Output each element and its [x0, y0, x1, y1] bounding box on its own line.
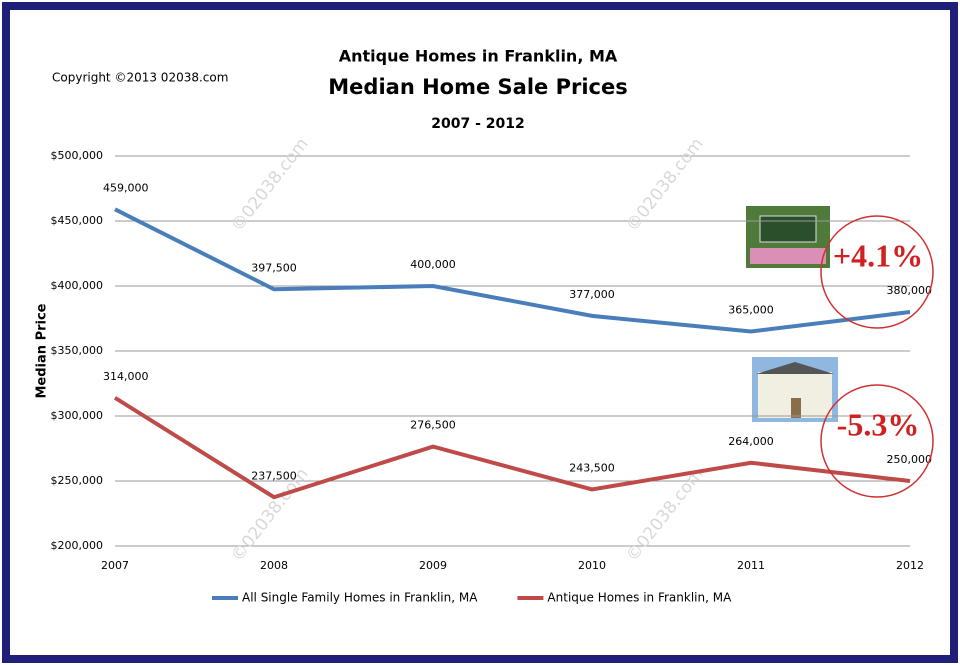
- x-tick-label: 2010: [578, 559, 606, 572]
- data-label: 459,000: [103, 181, 149, 194]
- y-tick-label: $400,000: [51, 279, 104, 292]
- copyright: Copyright ©2013 02038.com: [52, 71, 228, 85]
- y-tick-label: $250,000: [51, 474, 104, 487]
- change-circle: [820, 384, 934, 498]
- chart-period: 2007 - 2012: [431, 116, 525, 132]
- change-label: +4.1%: [833, 237, 923, 273]
- house-photo: [752, 357, 838, 422]
- y-tick-label: $500,000: [51, 149, 104, 162]
- y-tick-label: $200,000: [51, 539, 104, 552]
- change-circle: [820, 215, 934, 329]
- y-tick-label: $300,000: [51, 409, 104, 422]
- y-tick-label: $350,000: [51, 344, 104, 357]
- y-axis-label: Median Price: [35, 303, 50, 398]
- data-label: 365,000: [728, 304, 774, 317]
- data-label: 276,500: [410, 419, 456, 432]
- data-label: 237,500: [251, 469, 297, 482]
- series-line: [114, 207, 911, 334]
- y-tick-label: $450,000: [51, 214, 104, 227]
- data-label: 377,000: [569, 288, 615, 301]
- legend-label: Antique Homes in Franklin, MA: [547, 591, 732, 605]
- data-label: 380,000: [887, 284, 933, 297]
- data-label: 314,000: [103, 370, 149, 383]
- series-line: [113, 396, 911, 500]
- chart-title: Antique Homes in Franklin, MA: [339, 47, 618, 66]
- data-label: 243,500: [569, 461, 615, 474]
- legend-label: All Single Family Homes in Franklin, MA: [242, 591, 478, 605]
- x-tick-label: 2008: [260, 559, 288, 572]
- data-label: 250,000: [887, 453, 933, 466]
- x-tick-label: 2012: [896, 559, 924, 572]
- x-tick-label: 2011: [737, 559, 765, 572]
- data-label: 400,000: [410, 258, 456, 271]
- x-tick-label: 2009: [419, 559, 447, 572]
- change-label: -5.3%: [837, 406, 920, 442]
- chart-subtitle: Median Home Sale Prices: [328, 75, 627, 99]
- data-label: 264,000: [728, 435, 774, 448]
- data-label: 397,500: [251, 261, 297, 274]
- sign-photo: [746, 206, 830, 268]
- x-tick-label: 2007: [101, 559, 129, 572]
